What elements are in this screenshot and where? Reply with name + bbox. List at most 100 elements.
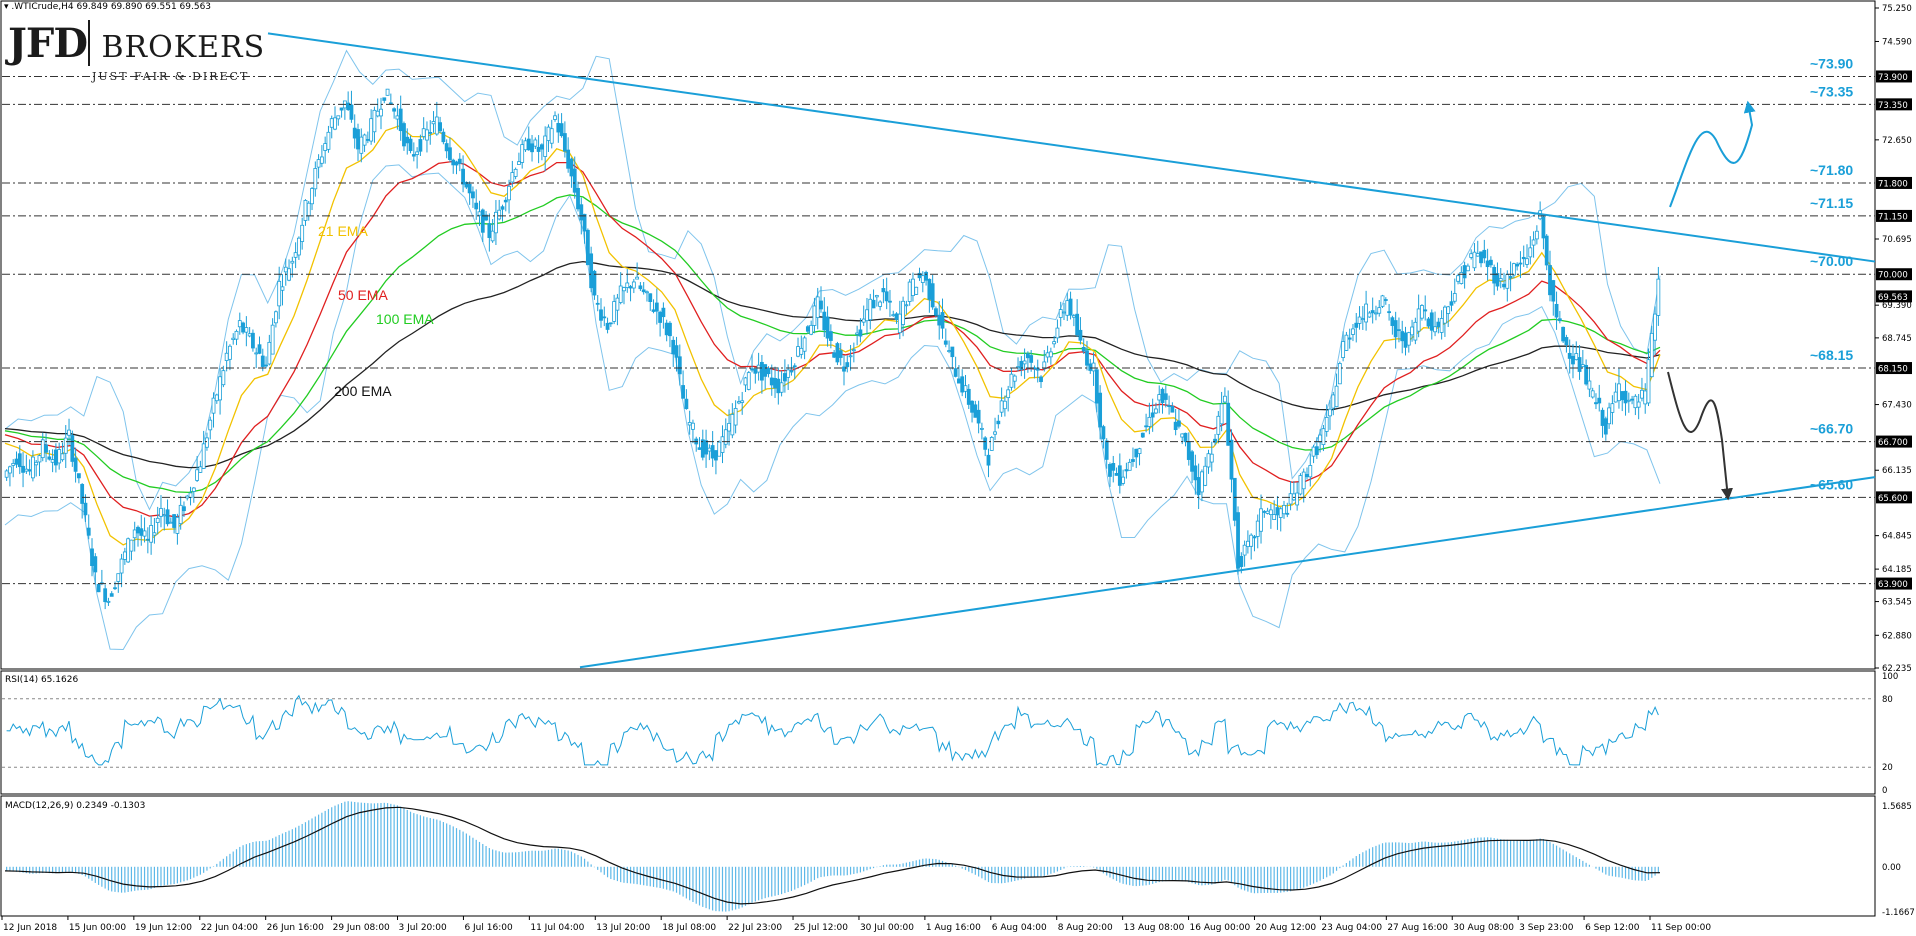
x-tick-label: 13 Jul 20:00 [596,923,650,933]
candle-body [267,341,272,365]
horizontal-levels: 73.900 ~73.90 73.350 ~73.35 71.800 ~71.80 71.1… [2,55,1912,590]
candle-body [1413,321,1418,341]
candle-body [1515,263,1520,267]
candle-body [901,300,906,325]
ascending-trendline [579,476,1876,669]
candle-body [1265,510,1270,514]
candle-body [1492,266,1497,284]
candle-body [566,149,571,169]
candle-body [871,299,876,309]
x-tick-label: 6 Aug 04:00 [992,923,1047,933]
candle-body [894,313,899,320]
candle-body [1301,471,1306,490]
candle-body [1630,398,1634,401]
candle-body [283,266,288,273]
candle-body [1213,438,1217,443]
candle-body [1245,540,1250,547]
candle-body [1127,461,1132,471]
candle-body [681,385,685,399]
candle-body [96,583,101,593]
candle-body [1600,409,1605,426]
candle-body [228,345,232,360]
macd-tick-label: 0.00 [1882,863,1901,873]
x-tick-label: 11 Jul 04:00 [530,923,584,933]
candle-body [1656,278,1661,316]
candle-body [451,159,456,166]
candle-body [224,352,229,361]
candle-body [1062,311,1066,314]
candle-body [500,206,505,210]
candle-body [1085,350,1089,366]
candle-body [684,398,689,410]
candle-body [31,456,35,479]
candle-body [1472,251,1477,269]
candle-body [316,159,321,168]
candle-body [1607,407,1612,425]
candle-body [1590,390,1595,398]
level-axis-value: 73.900 [1878,73,1908,83]
y-tick-label: 72.650 [1882,136,1912,146]
candle-body [277,280,282,307]
candle-body [172,514,177,528]
candle-body [454,161,459,166]
collapse-triangle-icon[interactable]: ▾ [4,2,9,12]
candle-body [457,158,462,164]
candle-body [1374,312,1378,315]
candle-body [1364,303,1369,323]
candle-body [937,314,942,326]
candle-body [851,349,856,352]
candle-body [1048,351,1053,358]
level-axis-tag [1876,491,1912,504]
x-tick-label: 6 Jul 16:00 [464,923,513,933]
rsi-tick-label: 100 [1882,672,1898,682]
candle-body [415,151,420,155]
candle-body [714,450,718,461]
candle-body [1124,469,1129,472]
candle-body [159,508,163,517]
candle-body [953,368,958,377]
candle-body [1055,327,1060,339]
candle-body [1173,421,1178,430]
candle-body [1416,308,1421,332]
candle-body [940,312,945,329]
candle-body [326,131,331,150]
price-axis: 75.250 74.590 72.650 70.695 69.390 68.745 67.4… [1875,4,1912,674]
candle-body [254,352,259,355]
candle-body [1298,475,1303,495]
candle-body [697,447,702,450]
candle-body [1262,511,1267,513]
candle-body [1574,353,1579,361]
jfd-logo: JFD BROKERS JUST FAIR & DIRECT [8,20,265,83]
candle-body [1321,428,1326,446]
candle-body [1236,512,1240,569]
y-tick-label: 70.695 [1882,235,1912,245]
candle-body [648,293,653,303]
candle-body [1534,230,1539,240]
candle-body [1308,465,1313,478]
candle-body [70,435,75,462]
level-annotation: ~73.90 [1810,55,1853,71]
candle-body [562,133,567,152]
candle-body [129,539,134,552]
candle-body [218,376,222,401]
candle-body [986,454,991,466]
candle-body [658,311,663,323]
bollinger-lower [4,164,1661,651]
candle-body [579,204,584,221]
candle-body [251,332,255,349]
candle-body [152,532,157,536]
candle-body [1354,322,1359,328]
candle-body [27,469,32,472]
candle-body [438,122,442,132]
candle-body [1288,493,1293,505]
level-axis-value: 65.600 [1878,494,1908,504]
candle-body [884,291,889,302]
candle-body [1400,331,1405,342]
x-tick-label: 19 Jun 12:00 [135,923,192,933]
candle-body [201,443,206,469]
candle-body [970,400,974,413]
candle-body [411,154,416,157]
candle-body [1242,544,1247,556]
candle-body [178,504,183,525]
candle-body [723,429,728,445]
